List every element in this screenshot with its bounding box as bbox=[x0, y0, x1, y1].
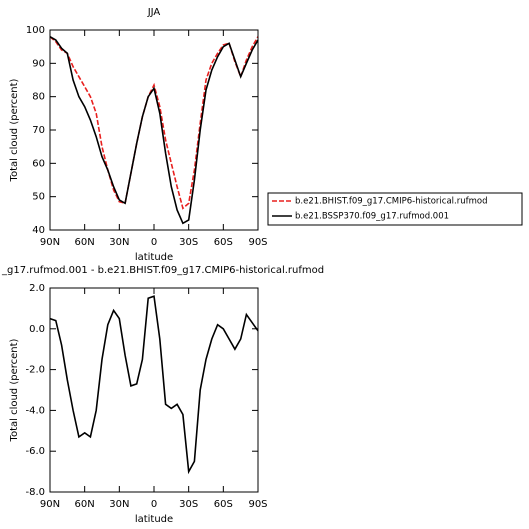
legend-label: b.e21.BHIST.f09_g17.CMIP6-historical.ruf… bbox=[295, 197, 487, 207]
x-tick-label: 90S bbox=[248, 499, 267, 510]
chart-title: _g17.rufmod.001 - b.e21.BHIST.f09_g17.CM… bbox=[1, 265, 324, 276]
y-tick-label: -8.0 bbox=[25, 487, 45, 498]
data-line bbox=[49, 36, 259, 210]
y-tick-label: 2.0 bbox=[29, 283, 45, 294]
x-tick-label: 60N bbox=[75, 237, 95, 248]
x-axis-label: latitude bbox=[135, 252, 173, 263]
x-tick-label: 90N bbox=[40, 237, 60, 248]
data-line bbox=[49, 36, 259, 225]
y-tick-label: 90 bbox=[32, 58, 45, 69]
y-tick-label: -6.0 bbox=[25, 446, 45, 457]
plot-frame bbox=[49, 287, 259, 493]
x-tick-label: 30N bbox=[109, 237, 129, 248]
x-tick-label: 0 bbox=[151, 237, 157, 248]
x-tick-label: 60S bbox=[214, 499, 233, 510]
legend-label: b.e21.BSSP370.f09_g17.rufmod.001 bbox=[295, 212, 449, 222]
y-tick-label: 40 bbox=[32, 225, 45, 236]
y-tick-label: 60 bbox=[32, 158, 45, 169]
y-tick-label: 100 bbox=[26, 25, 45, 36]
data-line bbox=[49, 295, 259, 475]
x-tick-label: 60S bbox=[214, 237, 233, 248]
x-tick-label: 30S bbox=[179, 499, 198, 510]
x-tick-label: 90N bbox=[40, 499, 60, 510]
y-axis-label: Total cloud (percent) bbox=[9, 338, 20, 442]
y-tick-label: 50 bbox=[32, 192, 45, 203]
x-axis-label: latitude bbox=[135, 514, 173, 525]
y-axis-label: Total cloud (percent) bbox=[9, 78, 20, 182]
x-tick-label: 60N bbox=[75, 499, 95, 510]
x-tick-label: 30S bbox=[179, 237, 198, 248]
y-tick-label: -2.0 bbox=[25, 365, 45, 376]
y-tick-label: 0.0 bbox=[29, 324, 45, 335]
plot-frame bbox=[49, 29, 259, 231]
y-tick-label: -4.0 bbox=[25, 405, 45, 416]
x-tick-label: 30N bbox=[109, 499, 129, 510]
x-tick-label: 90S bbox=[248, 237, 267, 248]
y-tick-label: 80 bbox=[32, 92, 45, 103]
chart-title: JJA bbox=[147, 7, 161, 18]
y-tick-label: 70 bbox=[32, 125, 45, 136]
legend-box bbox=[267, 192, 523, 226]
x-tick-label: 0 bbox=[151, 499, 157, 510]
